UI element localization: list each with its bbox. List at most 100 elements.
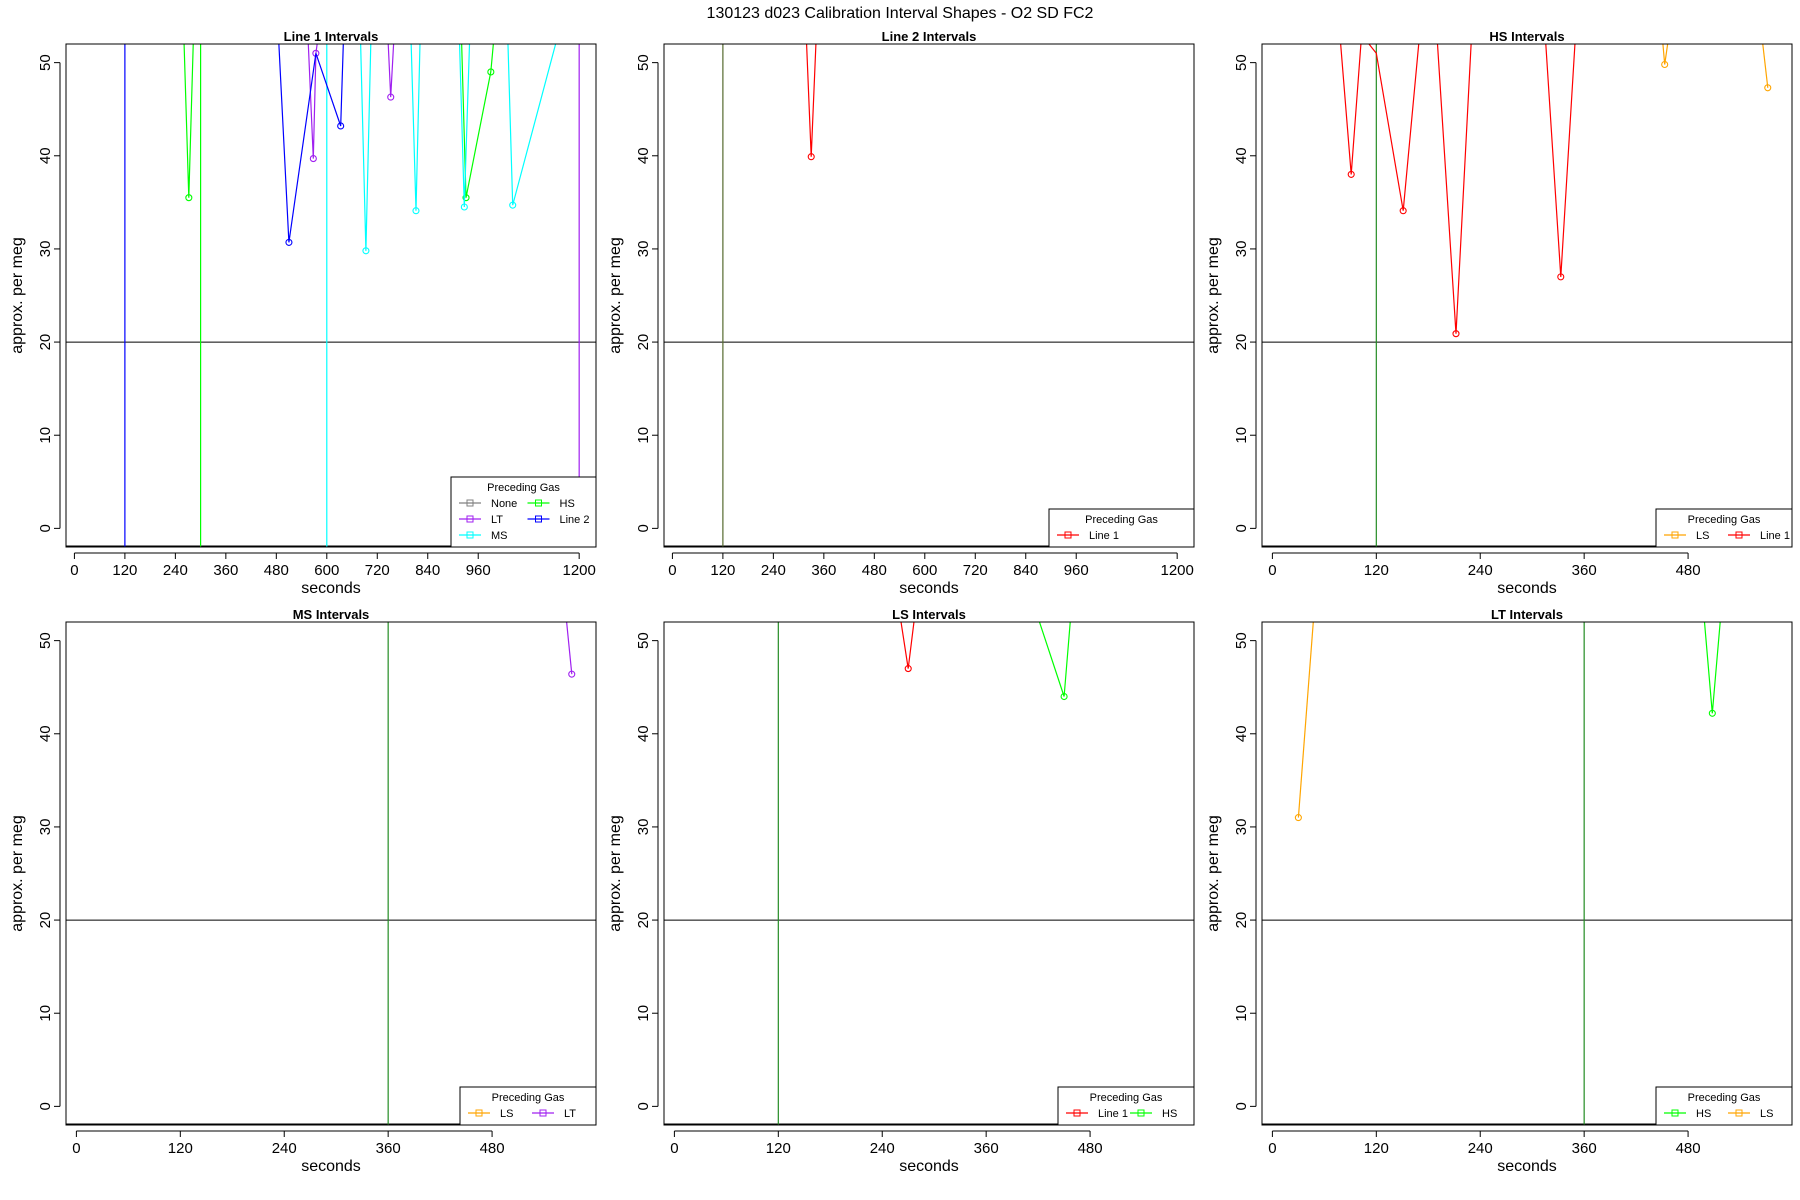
plot-frame: [65, 43, 597, 548]
x-tick-label: 0: [668, 562, 676, 579]
chart-panel: Line 2 Intervals 0 120 240 360 480 600 720 840 96…: [607, 29, 1195, 597]
legend-swatch-marker: [539, 1109, 547, 1117]
x-tick-label: 600: [912, 562, 937, 579]
x-tick-label: 0: [70, 562, 78, 579]
legend-title: Preceding Gas: [487, 482, 560, 494]
data-point: [337, 122, 345, 130]
data-point: [1294, 814, 1302, 822]
legend-entry-label: LT: [564, 1108, 576, 1120]
x-tick-label: 240: [761, 562, 786, 579]
legend-swatch-marker: [475, 1109, 483, 1117]
legend-swatch-marker: [1671, 1109, 1679, 1117]
legend-swatch-marker: [466, 515, 474, 523]
x-tick-label: 480: [862, 562, 887, 579]
x-tick-label: 360: [811, 562, 836, 579]
y-tick-label: 0: [1233, 1102, 1250, 1110]
y-tick-label: 10: [635, 427, 652, 444]
x-tick-label: 720: [963, 562, 988, 579]
data-point: [462, 194, 470, 202]
data-point: [568, 670, 576, 678]
x-tick-label: 120: [1364, 1140, 1389, 1157]
chart-title: Line 2 Intervals: [882, 29, 977, 44]
data-point: [1708, 709, 1716, 717]
series-line: [387, 44, 395, 98]
legend-swatch-marker: [1064, 531, 1072, 539]
plot-area: [664, 44, 1194, 547]
x-tick-label: 960: [466, 562, 491, 579]
x-tick-label: 120: [766, 1140, 791, 1157]
legend: Preceding Gas None HS LT Line 2 MS: [450, 476, 597, 548]
x-tick-label: 360: [1572, 562, 1597, 579]
x-tick-label: 480: [1676, 562, 1701, 579]
chart-title: LT Intervals: [1491, 607, 1563, 622]
x-tick-label: 120: [1364, 562, 1389, 579]
series-line: [410, 44, 421, 211]
series-line: [1662, 44, 1669, 65]
y-tick-label: 40: [37, 725, 54, 742]
y-axis-label: approx. per meg: [9, 237, 26, 354]
legend-entry-label: HS: [1162, 1108, 1177, 1120]
y-tick-label: 20: [1233, 334, 1250, 351]
legend: Preceding Gas LS LT: [459, 1086, 597, 1126]
chart-panel: HS Intervals 0 120 240 360 480 seconds 0 10 20 30 4…: [1205, 29, 1793, 597]
y-tick-label: 0: [1233, 524, 1250, 532]
y-tick-label: 40: [635, 147, 652, 164]
y-tick-label: 30: [1233, 819, 1250, 836]
series-line: [1545, 44, 1576, 277]
chart-panel: Line 1 Intervals 0 120 240 360 480 600 720 840 96…: [9, 29, 597, 597]
data-point: [1557, 273, 1565, 281]
data-point: [1764, 84, 1772, 92]
y-tick-label: 10: [37, 427, 54, 444]
chart-title: MS Intervals: [293, 607, 370, 622]
y-tick-label: 10: [635, 1005, 652, 1022]
legend-entry-label: HS: [1696, 1108, 1711, 1120]
chart-title: HS Intervals: [1489, 29, 1564, 44]
plot-area: [1262, 622, 1792, 1125]
page-title: 130123 d023 Calibration Interval Shapes …: [707, 5, 1094, 22]
y-tick-label: 40: [37, 147, 54, 164]
x-tick-label: 360: [376, 1140, 401, 1157]
plot-frame: [1261, 43, 1793, 548]
series-line: [1436, 44, 1472, 334]
legend-entry-label: Line 1: [1098, 1108, 1128, 1120]
legend-entry-label: LS: [1696, 530, 1709, 542]
chart-title: LS Intervals: [892, 607, 966, 622]
x-tick-label: 480: [1078, 1140, 1103, 1157]
series-line: [360, 44, 372, 251]
x-axis-label: seconds: [301, 580, 361, 597]
x-tick-label: 840: [1013, 562, 1038, 579]
plot-frame: [663, 621, 1195, 1126]
data-point: [362, 247, 370, 255]
x-axis-label: seconds: [301, 1158, 361, 1175]
plot-area: [66, 622, 596, 1125]
x-tick-label: 1200: [562, 562, 595, 579]
y-tick-label: 40: [1233, 725, 1250, 742]
series-line: [566, 622, 573, 675]
x-tick-label: 240: [163, 562, 188, 579]
x-tick-label: 360: [974, 1140, 999, 1157]
x-tick-label: 0: [1268, 562, 1276, 579]
y-tick-label: 50: [1233, 54, 1250, 71]
y-tick-label: 20: [37, 334, 54, 351]
series-line: [183, 44, 194, 198]
y-tick-label: 50: [635, 54, 652, 71]
x-tick-label: 360: [1572, 1140, 1597, 1157]
y-tick-label: 30: [37, 819, 54, 836]
x-tick-label: 0: [1268, 1140, 1276, 1157]
x-tick-label: 0: [670, 1140, 678, 1157]
x-axis-label: seconds: [1497, 1158, 1557, 1175]
y-axis-label: approx. per meg: [1205, 237, 1222, 354]
legend-box: [1048, 508, 1195, 548]
data-point: [309, 155, 317, 163]
y-tick-label: 10: [1233, 427, 1250, 444]
legend-swatch-marker: [466, 499, 474, 507]
series-line: [461, 44, 494, 198]
legend: Preceding Gas Line 1 HS: [1057, 1086, 1195, 1126]
series-line: [805, 44, 817, 157]
x-tick-label: 960: [1064, 562, 1089, 579]
x-tick-label: 480: [264, 562, 289, 579]
legend-title: Preceding Gas: [1090, 1092, 1163, 1104]
legend-swatch-marker: [535, 515, 542, 523]
legend-swatch-marker: [1073, 1109, 1081, 1117]
